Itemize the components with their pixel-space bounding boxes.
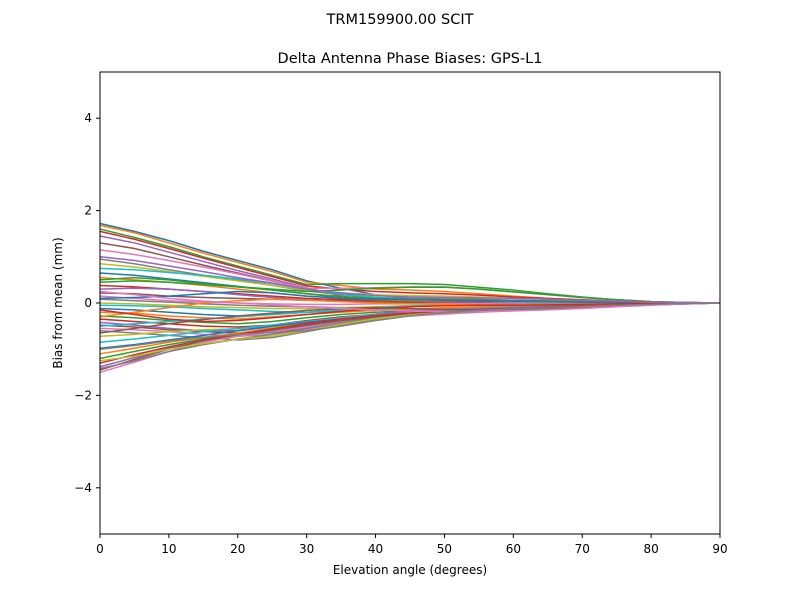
series-line [99, 256, 721, 304]
x-tick-label: 90 [712, 542, 727, 556]
y-tick-label: 2 [84, 204, 92, 218]
y-tick-label: −2 [74, 388, 92, 402]
y-axis-ticks: −4 −2 0 2 4 [74, 111, 100, 495]
x-tick-label: 20 [230, 542, 245, 556]
x-tick-label: 40 [368, 542, 383, 556]
x-axis-ticks: 0 10 20 30 40 50 60 70 80 90 [96, 534, 728, 556]
chart-suptitle: TRM159900.00 SCIT [326, 12, 474, 28]
series-line [99, 230, 721, 304]
series-line [99, 290, 721, 313]
x-axis-label: Elevation angle (degrees) [333, 563, 487, 577]
y-tick-label: 4 [84, 111, 92, 125]
chart-title: Delta Antenna Phase Biases: GPS-L1 [278, 51, 543, 67]
y-axis-label: Bias from mean (mm) [51, 237, 65, 368]
x-tick-label: 0 [96, 542, 104, 556]
x-tick-label: 60 [506, 542, 521, 556]
series-line [99, 276, 721, 304]
x-tick-label: 10 [161, 542, 176, 556]
x-tick-label: 80 [643, 542, 658, 556]
x-tick-label: 30 [299, 542, 314, 556]
y-tick-label: 0 [84, 296, 92, 310]
series-line [99, 290, 720, 304]
y-tick-label: −4 [74, 481, 92, 495]
series-line [99, 228, 721, 304]
series-line [99, 302, 720, 323]
series-lines [99, 222, 721, 374]
x-tick-label: 50 [437, 542, 452, 556]
series-line [99, 302, 721, 350]
x-tick-label: 70 [575, 542, 590, 556]
